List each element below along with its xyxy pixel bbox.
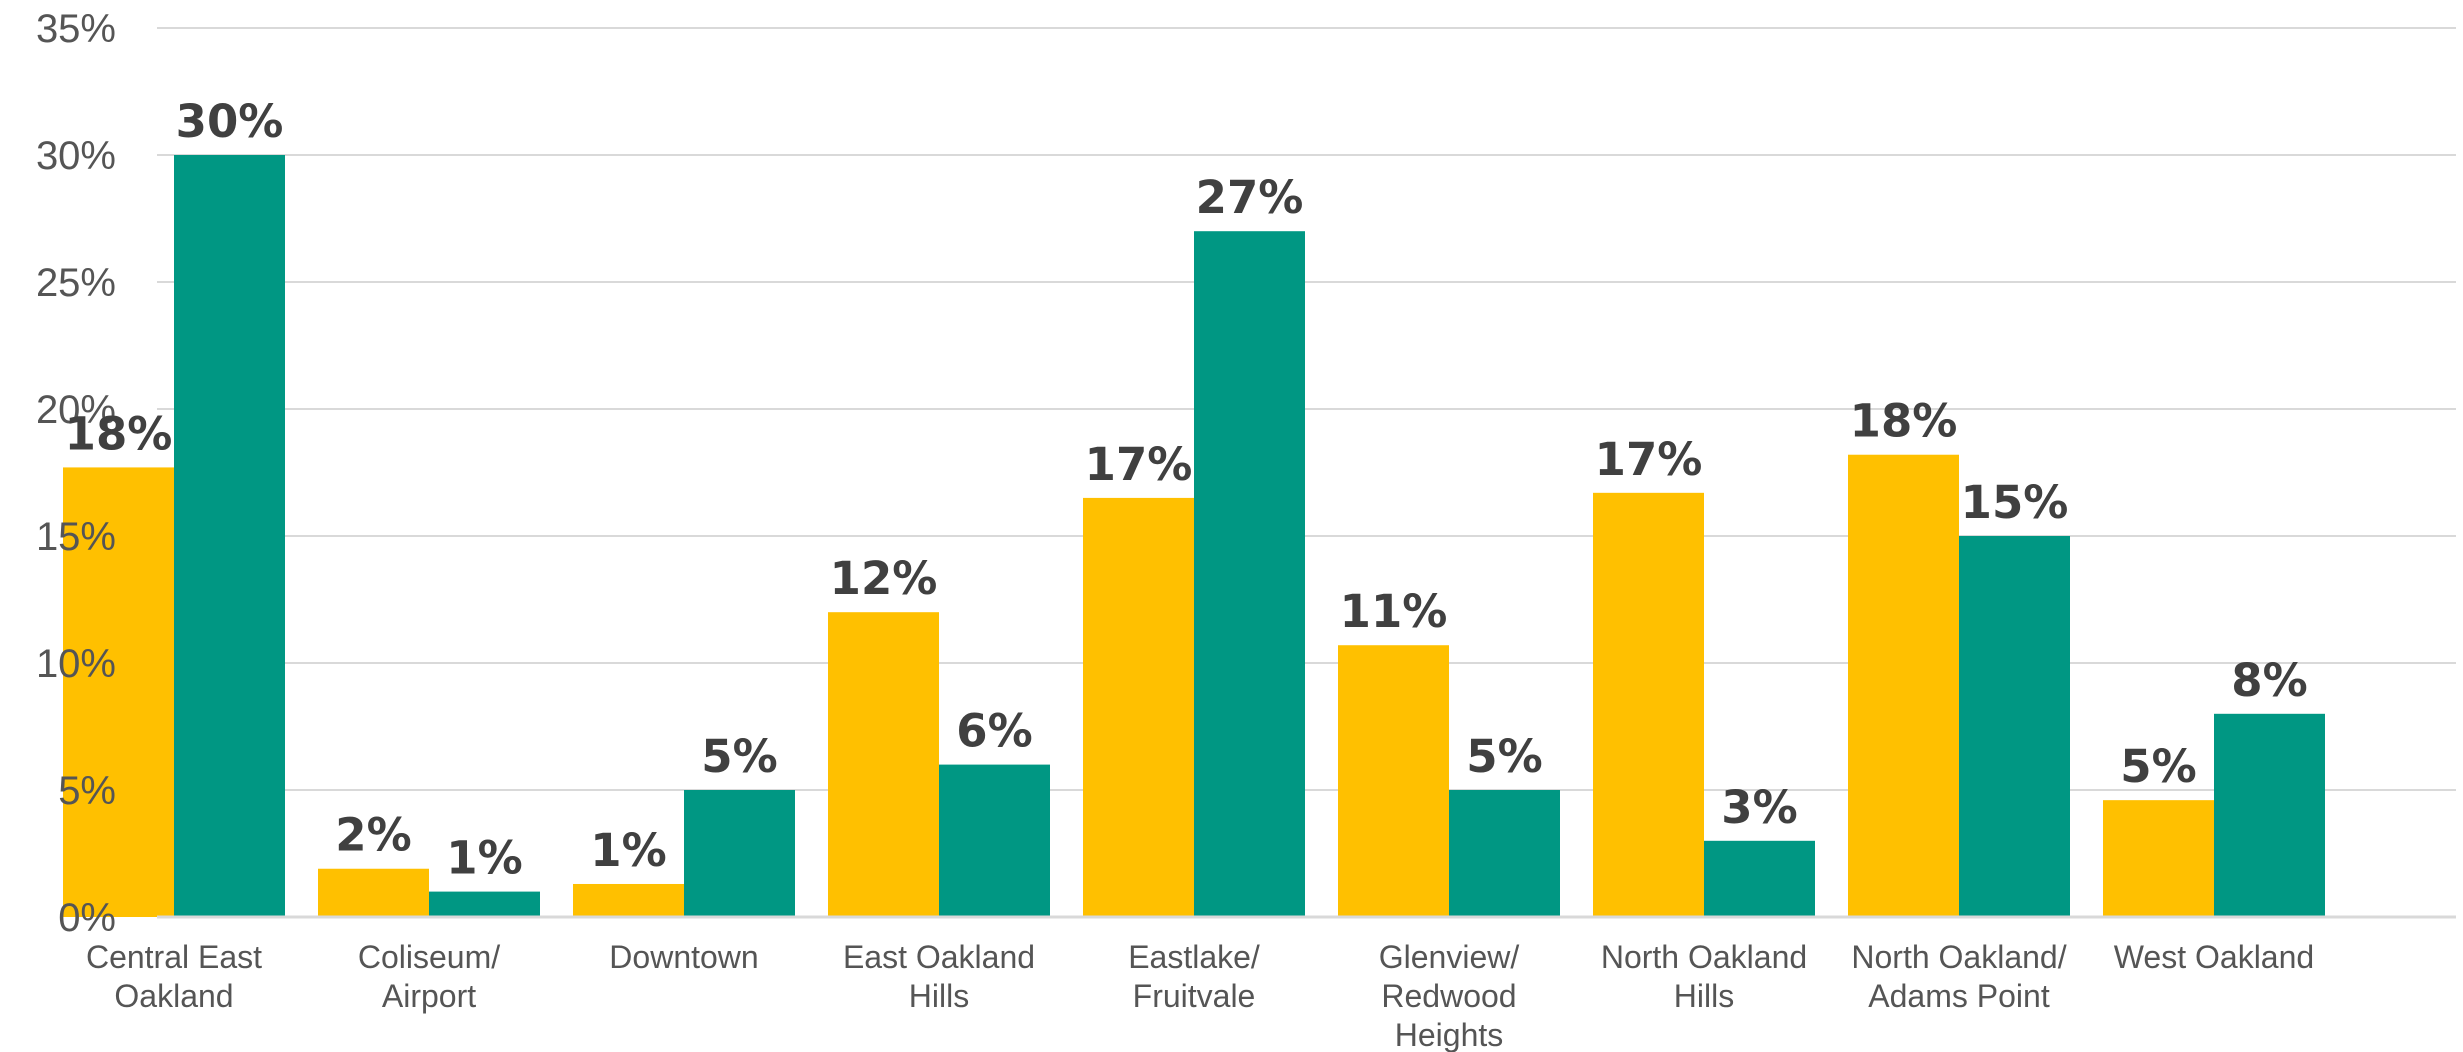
y-tick-label: 30% [36, 134, 116, 178]
data-label: 11% [1340, 585, 1448, 638]
data-label: 5% [2120, 740, 2196, 793]
bar [1848, 454, 1959, 917]
bar [939, 764, 1050, 917]
bar [1449, 790, 1560, 917]
data-label: 18% [65, 407, 173, 460]
data-label: 3% [1721, 781, 1797, 834]
category-label: Central East Oakland [86, 939, 262, 1014]
data-labels: 18%30%2% 1% 1%5%12%6%17%27%11%5%17%3%18%15… [65, 95, 2308, 885]
bar [1083, 497, 1194, 917]
bar [63, 467, 174, 917]
data-label: 27% [1196, 171, 1304, 224]
y-tick-label: 10% [36, 642, 116, 686]
gridlines [157, 27, 2456, 791]
bar [1338, 645, 1449, 917]
data-label: 2% [335, 809, 411, 862]
data-label: 15% [1961, 476, 2069, 529]
bar [684, 790, 795, 917]
category-label: North Oakland Hills [1601, 939, 1807, 1014]
bar [318, 868, 429, 917]
data-label: 18% [1850, 395, 1958, 448]
y-tick-label: 5% [58, 769, 116, 813]
y-tick-label: 35% [36, 7, 116, 51]
category-label: Glenview/Redwood Heights [1379, 939, 1520, 1052]
y-tick-label: 0% [58, 896, 116, 940]
data-label: 30% [176, 95, 284, 148]
data-label: 17% [1085, 438, 1193, 491]
category-labels: Central East Oakland Coliseum/Airport Downt… [86, 939, 2314, 1052]
bar [1593, 492, 1704, 917]
data-label: 1% [446, 832, 522, 885]
y-tick-label: 15% [36, 515, 116, 559]
bar [1959, 536, 2070, 917]
data-label: 1% [590, 824, 666, 877]
bar [828, 612, 939, 917]
bar [429, 891, 540, 917]
category-label: East Oakland Hills [843, 939, 1035, 1014]
category-label: Eastlake/Fruitvale [1128, 939, 1260, 1014]
bar [1194, 231, 1305, 917]
data-label: 5% [701, 730, 777, 783]
bar [1704, 840, 1815, 917]
y-tick-label: 20% [36, 388, 116, 432]
data-label: 17% [1595, 433, 1703, 486]
bars [63, 155, 2325, 917]
data-label: 8% [2231, 654, 2307, 707]
bar [2214, 713, 2325, 917]
y-tick-labels: 0% 5% 10% 15% 20% 25% 30% 35% [36, 7, 116, 940]
bar [174, 155, 285, 917]
data-label: 5% [1466, 730, 1542, 783]
category-label: Downtown [609, 939, 758, 975]
data-label: 6% [956, 705, 1032, 758]
data-label: 12% [830, 552, 938, 605]
bar [573, 883, 684, 917]
bar [2103, 800, 2214, 917]
category-label: West Oakland [2114, 939, 2314, 975]
category-label: North Oakland/Adams Point [1851, 939, 2066, 1014]
category-label: Coliseum/Airport [358, 939, 500, 1014]
y-tick-label: 25% [36, 261, 116, 305]
